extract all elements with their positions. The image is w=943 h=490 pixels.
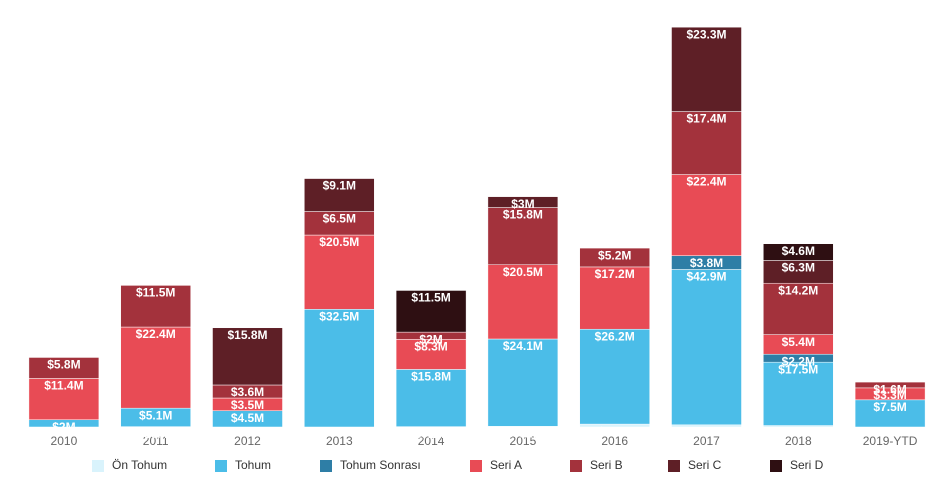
x-tick-label: 2010: [51, 434, 78, 448]
data-label: $17.2M: [595, 267, 635, 281]
legend-label: Seri B: [590, 458, 623, 472]
data-label: $6.5M: [323, 212, 356, 226]
x-tick-label: 2013: [326, 434, 353, 448]
legend-swatch: [770, 460, 782, 472]
data-label: $5.4M: [782, 335, 815, 349]
data-label: $3M: [511, 197, 534, 211]
data-label: $17.4M: [686, 112, 726, 126]
data-label: $2M: [419, 332, 442, 346]
data-label: $4.5M: [231, 411, 264, 425]
data-label: $5.8M: [47, 358, 80, 372]
data-label: $6.3M: [782, 261, 815, 275]
bar-segment: [580, 329, 650, 424]
data-label: $11.5M: [411, 291, 450, 305]
data-label: $0.1M: [414, 427, 447, 441]
legend-label: Ön Tohum: [112, 458, 167, 472]
legend-swatch: [570, 460, 582, 472]
data-label: $22.4M: [686, 175, 726, 189]
data-label: $11.5M: [136, 286, 175, 300]
data-label: $20.5M: [503, 265, 543, 279]
data-label: $7.5M: [873, 400, 906, 414]
legend-label: Tohum: [235, 458, 271, 472]
data-label: $5.1M: [139, 408, 172, 422]
data-label: $0.6M: [690, 425, 723, 439]
data-label: $2.2M: [782, 354, 815, 368]
data-label: $24.1M: [503, 339, 543, 353]
data-label: $3.5M: [231, 398, 264, 412]
x-tick-label: 2012: [234, 434, 261, 448]
bar-segment: [304, 309, 374, 427]
data-label: $1.6M: [873, 382, 906, 396]
data-label: $3.6M: [231, 385, 264, 399]
x-tick-label: 2019-YTD: [863, 434, 918, 448]
legend-swatch: [668, 460, 680, 472]
data-label: $14.2M: [778, 283, 818, 297]
legend-swatch: [320, 460, 332, 472]
data-label: $20.5M: [319, 235, 359, 249]
legend-swatch: [92, 460, 104, 472]
data-label: $2M: [52, 420, 75, 434]
data-label: $3.8M: [690, 256, 723, 270]
legend-label: Seri A: [490, 458, 522, 472]
data-label: $22.4M: [136, 327, 176, 341]
data-label: $15.8M: [227, 328, 267, 342]
data-label: $0.2M: [506, 426, 539, 440]
data-label: $9.1M: [323, 179, 356, 193]
data-label: $0M: [144, 427, 167, 441]
legend-swatch: [215, 460, 227, 472]
data-label: $32.5M: [319, 309, 359, 323]
data-label: $23.3M: [686, 27, 726, 41]
data-label: $15.8M: [411, 370, 451, 384]
legend-label: Tohum Sonrası: [340, 458, 421, 472]
legend-swatch: [470, 460, 482, 472]
legend-label: Seri D: [790, 458, 824, 472]
data-label: $0.8M: [598, 424, 631, 438]
data-label: $26.2M: [595, 329, 635, 343]
data-label: $4.6M: [782, 244, 815, 258]
data-label: $11.4M: [44, 379, 83, 393]
bar-segment: [672, 269, 742, 424]
data-label: $42.9M: [686, 270, 726, 284]
data-label: $0.4M: [782, 426, 815, 440]
data-label: $5.2M: [598, 248, 631, 262]
legend-label: Seri C: [688, 458, 722, 472]
